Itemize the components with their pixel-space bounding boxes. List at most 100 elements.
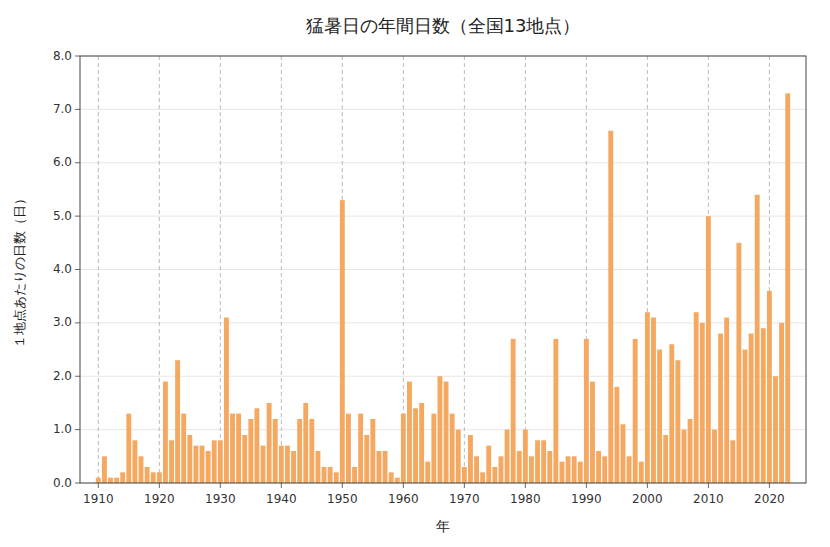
x-tick [281, 483, 282, 488]
x-tick [708, 483, 709, 488]
x-grid-line [525, 56, 526, 483]
y-tick-label: 6.0 [53, 155, 72, 169]
bar [523, 430, 528, 483]
bar [529, 456, 534, 483]
bar [462, 467, 467, 483]
x-tick-label: 1960 [388, 492, 419, 506]
bar [700, 323, 705, 483]
bar [383, 451, 388, 483]
bar [401, 414, 406, 483]
bar [224, 318, 229, 483]
bar [761, 328, 766, 483]
y-tick-label: 8.0 [53, 49, 72, 63]
x-tick [220, 483, 221, 488]
bar [108, 478, 113, 483]
y-tick-label: 2.0 [53, 369, 72, 383]
bar [340, 200, 345, 483]
chart: 0.01.02.03.04.05.06.07.08.01910192019301… [0, 0, 830, 547]
bar [328, 467, 333, 483]
bar [785, 93, 790, 483]
bar [724, 318, 729, 483]
bar [566, 456, 571, 483]
y-tick [75, 162, 80, 163]
bar [730, 440, 735, 483]
bar [505, 430, 510, 483]
bar [736, 243, 741, 483]
bar [621, 424, 626, 483]
bar [602, 456, 607, 483]
bar [407, 382, 412, 483]
bar [309, 419, 314, 483]
bar [254, 408, 259, 483]
bar [584, 339, 589, 483]
bar [639, 462, 644, 483]
bar [175, 360, 180, 483]
y-tick [75, 429, 80, 430]
bar [163, 382, 168, 483]
x-tick [769, 483, 770, 488]
bar [706, 216, 711, 483]
x-tick [159, 483, 160, 488]
bar [492, 467, 497, 483]
bar [157, 472, 162, 483]
bar [236, 414, 241, 483]
bar [773, 376, 778, 483]
x-tick-label: 1920 [144, 492, 175, 506]
bar [291, 451, 296, 483]
bars [96, 93, 790, 483]
x-grid-line [464, 56, 465, 483]
bar [718, 334, 723, 483]
bar [486, 446, 491, 483]
bar [669, 344, 674, 483]
bar [438, 376, 443, 483]
x-grid-line [281, 56, 282, 483]
y-tick-label: 1.0 [53, 422, 72, 436]
y-tick [75, 269, 80, 270]
bar [273, 419, 278, 483]
x-grid-line [98, 56, 99, 483]
bar [151, 472, 156, 483]
y-tick [75, 109, 80, 110]
x-tick [464, 483, 465, 488]
bar [456, 430, 461, 483]
bar [560, 462, 565, 483]
bar [627, 456, 632, 483]
bar [657, 350, 662, 483]
bar [468, 435, 473, 483]
bar [767, 291, 772, 483]
y-tick-label: 3.0 [53, 315, 72, 329]
bar [279, 446, 284, 483]
y-tick-label: 5.0 [53, 209, 72, 223]
bar [779, 323, 784, 483]
bar [315, 451, 320, 483]
bar [200, 446, 205, 483]
x-tick-label: 2020 [754, 492, 785, 506]
bar [102, 456, 107, 483]
x-tick-label: 1980 [510, 492, 541, 506]
bar [547, 451, 552, 483]
bar [450, 414, 455, 483]
title: 猛暑日の年間日数（全国13地点） [306, 15, 581, 36]
bar [444, 382, 449, 483]
x-tick-label: 2000 [632, 492, 663, 506]
bar [206, 451, 211, 483]
x-axis-label: 年 [436, 518, 450, 534]
bar [303, 403, 308, 483]
bar [651, 318, 656, 483]
y-tick-label: 4.0 [53, 262, 72, 276]
bar [96, 478, 101, 483]
bar [120, 472, 125, 483]
bar [358, 414, 363, 483]
bar [395, 478, 400, 483]
x-tick-label: 1930 [205, 492, 236, 506]
bar [126, 414, 131, 483]
bar [193, 446, 198, 483]
x-tick [647, 483, 648, 488]
bar [230, 414, 235, 483]
bar [596, 451, 601, 483]
bar [645, 312, 650, 483]
bar [261, 446, 266, 483]
bar [541, 440, 546, 483]
bar [688, 419, 693, 483]
bar [682, 430, 687, 483]
